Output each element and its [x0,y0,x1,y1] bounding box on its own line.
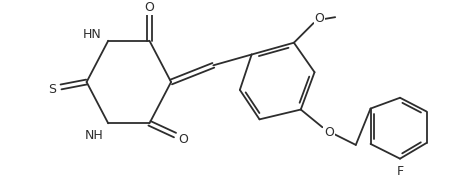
Text: O: O [177,132,188,145]
Text: O: O [144,1,154,14]
Text: O: O [314,12,324,25]
Text: S: S [48,83,56,96]
Text: NH: NH [85,129,104,142]
Text: HN: HN [83,28,102,41]
Text: F: F [395,165,403,178]
Text: O: O [324,126,333,139]
